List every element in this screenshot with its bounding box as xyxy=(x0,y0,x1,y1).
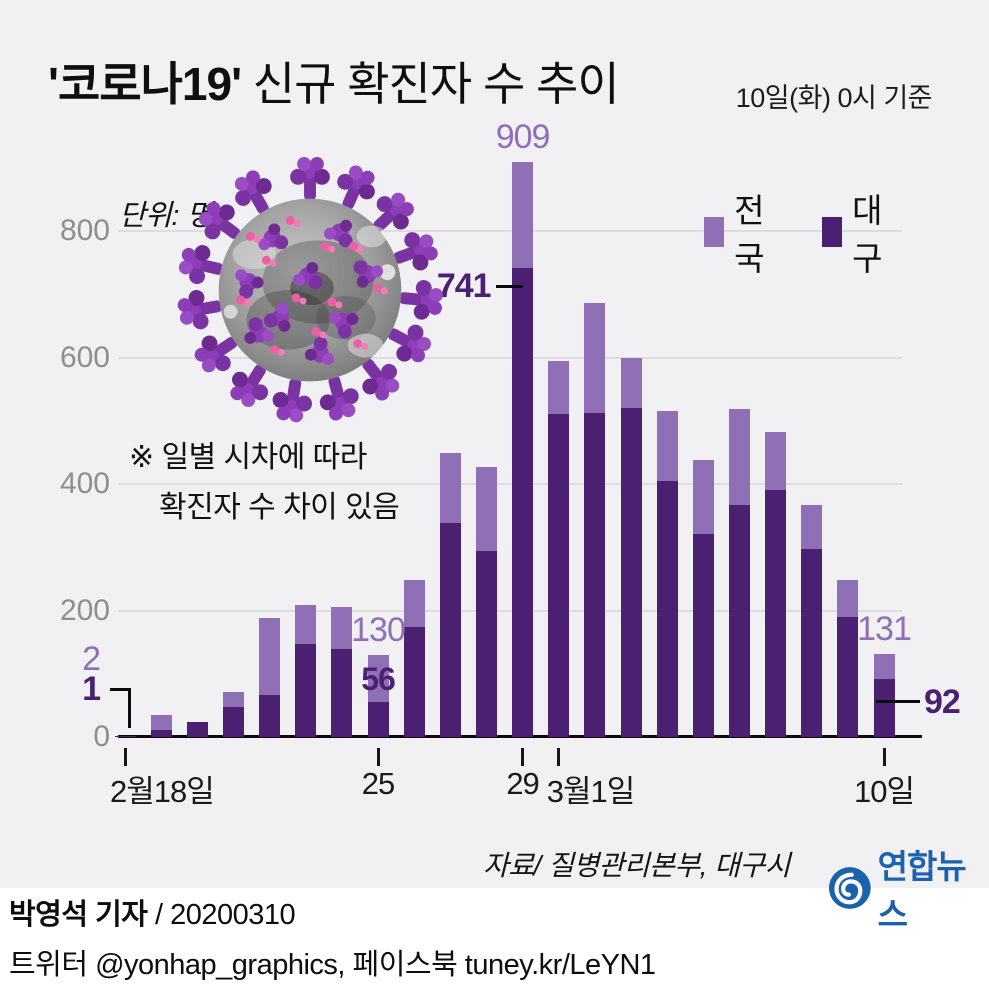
annotation-56: 56 xyxy=(361,661,396,698)
yonhap-logo-icon xyxy=(828,867,871,909)
x-axis-label-25: 25 xyxy=(361,766,395,801)
coronavirus-image xyxy=(176,156,444,424)
bar-daegu-3월10일 xyxy=(873,678,895,737)
source-row: 자료/ 질병관리본부, 대구시 연합뉴스 xyxy=(0,832,989,933)
callout-bracket-vertical xyxy=(128,688,131,728)
annotation-909: 909 xyxy=(495,118,551,157)
annotation-2: 2 xyxy=(82,640,101,678)
bar-daegu-3월6일 xyxy=(728,504,750,737)
bar-daegu-3월2일 xyxy=(584,412,606,737)
bar-daegu-3월9일 xyxy=(837,616,859,737)
x-axis-label-29: 29 xyxy=(506,766,539,801)
yonhap-logo: 연합뉴스 xyxy=(828,840,989,936)
annotation-92: 92 xyxy=(924,682,961,721)
chart-footnote: ※ 일별 시차에 따라 확진자 수 차이 있음 xyxy=(129,433,400,533)
legend-item-daegu: 대구 xyxy=(822,184,891,280)
bar-daegu-2월18일 xyxy=(114,736,136,737)
annotation-dash-92 xyxy=(876,699,920,703)
x-tick-29 xyxy=(521,748,525,766)
annotation-130: 130 xyxy=(351,610,406,649)
title-emphasis: '코로나19' xyxy=(48,58,242,110)
x-axis-label-10일: 10일 xyxy=(853,774,915,809)
gridline-600 xyxy=(118,356,902,359)
footnote-line-1: ※ 일별 시차에 따라 xyxy=(129,441,367,474)
graphic-background xyxy=(0,0,989,888)
bar-daegu-3월5일 xyxy=(692,533,714,737)
yonhap-logo-text: 연합뉴스 xyxy=(877,848,967,933)
bar-daegu-2월19일 xyxy=(150,730,172,737)
callout-bracket-horizontal xyxy=(110,688,131,691)
bar-daegu-2월24일 xyxy=(331,649,353,737)
bar-daegu-3월3일 xyxy=(620,408,642,737)
byline-date: / 20200310 xyxy=(147,899,296,931)
x-tick-10일 xyxy=(882,748,886,766)
legend-label-daegu: 대구 xyxy=(852,192,882,277)
gridline-800 xyxy=(118,230,902,232)
page-title: '코로나19' 신규 확진자 수 추이 xyxy=(48,48,620,114)
gridline-400 xyxy=(118,483,902,485)
unit-label: 단위: 명 xyxy=(119,200,213,232)
source-credit: 자료/ 질병관리본부, 대구시 xyxy=(483,850,790,881)
title-rest: 신규 확진자 수 추이 xyxy=(241,58,620,110)
reporter-name: 박영석 기자 xyxy=(9,899,148,931)
x-tick-25 xyxy=(376,748,380,766)
annotation-1: 1 xyxy=(82,670,101,708)
bar-daegu-2월27일 xyxy=(439,522,461,737)
social-links-line: 트위터 @yonhap_graphics, 페이스북 tuney.kr/LeYN… xyxy=(9,949,656,981)
x-tick-3월1일 xyxy=(557,748,561,766)
bar-daegu-2월26일 xyxy=(403,626,425,737)
annotation-741: 741 xyxy=(436,267,492,306)
legend-label-nationwide: 전국 xyxy=(734,192,764,277)
gridline-200 xyxy=(118,609,902,612)
as-of-date-label: 10일(화) 0시 기준 xyxy=(735,83,933,113)
legend-item-nationwide: 전국 xyxy=(704,184,773,280)
legend-swatch-nationwide xyxy=(704,217,725,247)
y-axis-label-600: 600 xyxy=(59,340,110,374)
x-tick-2월18일 xyxy=(123,748,127,766)
legend-swatch-daegu xyxy=(822,217,843,247)
y-axis-label-400: 400 xyxy=(59,467,110,500)
bar-daegu-3월1일 xyxy=(548,414,570,737)
bar-daegu-2월22일 xyxy=(259,694,281,737)
bar-daegu-2월29일 xyxy=(512,268,534,737)
bar-daegu-3월7일 xyxy=(765,490,787,737)
bar-daegu-2월21일 xyxy=(222,706,244,737)
bar-daegu-3월8일 xyxy=(801,549,823,737)
bar-daegu-2월23일 xyxy=(295,644,317,737)
x-axis-label-3월1일: 3월1일 xyxy=(546,774,636,809)
y-axis-label-800: 800 xyxy=(59,214,110,247)
bar-daegu-2월28일 xyxy=(475,551,497,737)
bar-daegu-2월25일 xyxy=(367,701,389,737)
y-axis-label-0: 0 xyxy=(93,720,110,753)
bar-daegu-2월20일 xyxy=(186,722,208,737)
byline: 박영석 기자 / 20200310 xyxy=(9,891,656,933)
bar-daegu-3월4일 xyxy=(656,480,678,737)
y-axis-label-200: 200 xyxy=(59,593,110,627)
annotation-131: 131 xyxy=(857,610,912,649)
annotation-dash-741 xyxy=(495,285,523,289)
footnote-line-2: 확진자 수 차이 있음 xyxy=(159,491,400,524)
x-axis-label-2월18일: 2월18일 xyxy=(110,774,215,809)
footer: 박영석 기자 / 20200310 트위터 @yonhap_graphics, … xyxy=(9,891,656,983)
